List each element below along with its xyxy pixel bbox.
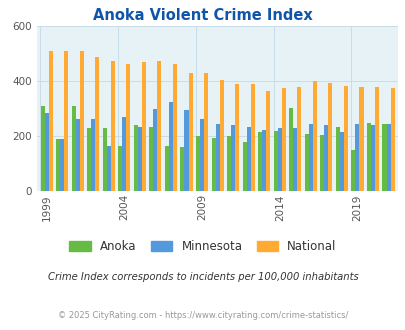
Bar (215, 124, 219, 191)
Bar (292, 128, 296, 191)
Bar (142, 62, 145, 191)
Bar (354, 124, 358, 191)
Bar (382, 124, 386, 191)
Bar (273, 131, 277, 191)
Bar (64, 51, 68, 191)
Bar (351, 150, 354, 191)
Bar (60, 139, 64, 191)
Bar (262, 130, 266, 191)
Text: Crime Index corresponds to incidents per 100,000 inhabitants: Crime Index corresponds to incidents per… (47, 272, 358, 282)
Text: © 2025 CityRating.com - https://www.cityrating.com/crime-statistics/: © 2025 CityRating.com - https://www.city… (58, 311, 347, 320)
Bar (324, 125, 328, 191)
Bar (211, 138, 215, 191)
Bar (40, 106, 45, 191)
Bar (288, 108, 292, 191)
Bar (246, 127, 250, 191)
Bar (75, 118, 79, 191)
Bar (370, 125, 374, 191)
Bar (95, 57, 99, 191)
Bar (219, 80, 223, 191)
Bar (277, 128, 281, 191)
Bar (134, 125, 138, 191)
Bar (111, 61, 115, 191)
Text: Anoka Violent Crime Index: Anoka Violent Crime Index (93, 8, 312, 23)
Bar (328, 83, 332, 191)
Bar (374, 87, 378, 191)
Bar (126, 64, 130, 191)
Bar (180, 148, 184, 191)
Bar (242, 142, 246, 191)
Bar (358, 87, 362, 191)
Bar (390, 88, 394, 191)
Bar (304, 134, 308, 191)
Bar (87, 128, 91, 191)
Bar (45, 113, 49, 191)
Bar (258, 132, 262, 191)
Bar (320, 135, 324, 191)
Bar (188, 73, 192, 191)
Bar (91, 118, 95, 191)
Bar (234, 84, 239, 191)
Bar (164, 146, 168, 191)
Bar (49, 51, 53, 191)
Bar (296, 87, 301, 191)
Bar (102, 128, 107, 191)
Bar (343, 85, 347, 191)
Bar (173, 64, 177, 191)
Bar (149, 127, 153, 191)
Bar (266, 91, 270, 191)
Bar (196, 136, 200, 191)
Bar (157, 61, 161, 191)
Bar (184, 110, 188, 191)
Bar (281, 88, 285, 191)
Bar (138, 127, 142, 191)
Legend: Anoka, Minnesota, National: Anoka, Minnesota, National (64, 235, 341, 258)
Bar (204, 73, 208, 191)
Bar (56, 139, 60, 191)
Bar (122, 117, 126, 191)
Bar (107, 146, 111, 191)
Bar (168, 102, 173, 191)
Bar (366, 123, 370, 191)
Bar (200, 118, 204, 191)
Bar (386, 124, 390, 191)
Bar (339, 132, 343, 191)
Bar (312, 82, 316, 191)
Bar (250, 84, 254, 191)
Bar (118, 146, 122, 191)
Bar (335, 127, 339, 191)
Bar (226, 136, 230, 191)
Bar (230, 125, 234, 191)
Bar (308, 124, 312, 191)
Bar (72, 106, 75, 191)
Bar (153, 109, 157, 191)
Bar (79, 51, 83, 191)
